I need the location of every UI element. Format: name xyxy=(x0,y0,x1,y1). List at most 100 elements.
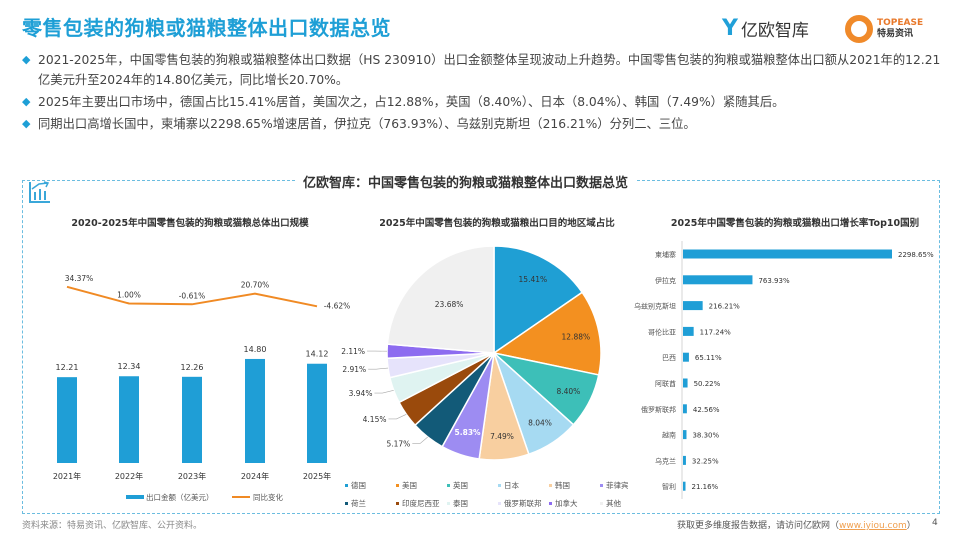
x-tick-label: 2022年 xyxy=(115,471,143,481)
chart1-title: 2020-2025年中国零售包装的狗粮或猫粮总体出口规模 xyxy=(71,217,309,229)
topease-logo: TOPEASE 特易资讯 xyxy=(845,15,923,43)
legend-swatch xyxy=(345,484,348,487)
category-label: 俄罗斯联邦 xyxy=(641,405,676,414)
legend-label: 菲律宾 xyxy=(606,480,629,490)
value-label: 32.25% xyxy=(692,457,719,465)
value-label: 2298.65% xyxy=(898,251,934,259)
legend-swatch xyxy=(447,484,450,487)
value-label: 216.21% xyxy=(709,303,740,311)
hbar-俄罗斯联邦 xyxy=(683,404,687,414)
line-label: -0.61% xyxy=(179,291,206,300)
pie-label: 5.17% xyxy=(386,439,410,448)
legend-label: 印度尼西亚 xyxy=(402,498,440,508)
value-label: 65.11% xyxy=(695,354,722,362)
destination-pie-chart: 15.41% 12.88% 8.40% 8.04% 7.49% 5.83% 5.17% 4.1… xyxy=(341,245,629,508)
value-label: 38.30% xyxy=(692,432,719,440)
legend-label: 韩国 xyxy=(555,480,570,490)
bar-label: 12.26 xyxy=(181,363,204,372)
legend-label: 德国 xyxy=(351,480,366,490)
legend-label: 加拿大 xyxy=(555,498,578,508)
chart2-title: 2025年中国零售包装的狗粮或猫粮出口目的地区域占比 xyxy=(379,217,615,229)
pie-label: 3.94% xyxy=(349,389,373,398)
legend-swatch xyxy=(549,502,552,505)
x-tick-label: 2023年 xyxy=(178,471,206,481)
legend-swatch xyxy=(498,484,501,487)
category-label: 智利 xyxy=(662,482,676,491)
legend-label: 泰国 xyxy=(453,498,468,508)
bar-2022年 xyxy=(119,376,139,463)
line-label: 1.00% xyxy=(117,291,141,300)
pie-label: 2.11% xyxy=(341,347,365,356)
pie-label: 8.40% xyxy=(556,387,580,396)
iyiou-link[interactable]: www.iyiou.com xyxy=(839,521,907,531)
hbar-乌兹别克斯坦 xyxy=(683,301,703,311)
footer-more: 获取更多维度报告数据，请访问亿欧网（www.iyiou.com） xyxy=(677,518,916,531)
yiou-logo-text: 亿欧智库 xyxy=(740,21,809,41)
footer-close: ） xyxy=(906,521,916,531)
legend-label: 荷兰 xyxy=(351,498,366,508)
legend-swatch xyxy=(498,502,501,505)
pie-label: 4.15% xyxy=(363,415,387,424)
pie-slice-其他 xyxy=(386,245,495,354)
pie-label: 2.91% xyxy=(342,365,366,374)
value-label: 763.93% xyxy=(758,277,789,285)
value-label: 117.24% xyxy=(700,328,731,336)
pie-leader-line xyxy=(368,367,389,370)
legend-bar-label: 出口金额（亿美元） xyxy=(146,492,214,502)
hbar-乌克兰 xyxy=(683,455,686,465)
bar-2024年 xyxy=(245,358,265,463)
legend-label: 俄罗斯联邦 xyxy=(504,498,542,508)
topease-ring-icon xyxy=(845,15,873,43)
legend-swatch xyxy=(396,484,399,487)
line-label: 34.37% xyxy=(65,274,94,283)
pie-label: 5.83% xyxy=(455,428,482,437)
topease-en: TOPEASE xyxy=(877,18,924,28)
source-note: 资料来源：特易资讯、亿欧智库、公开资料。 xyxy=(22,521,203,531)
diamond-icon: ◆ xyxy=(22,95,31,108)
panel-title: 亿欧智库：中国零售包装的狗粮或猫粮整体出口数据总览 xyxy=(295,172,637,191)
hbar-柬埔寨 xyxy=(683,249,892,259)
hbar-哥伦比亚 xyxy=(683,326,694,336)
category-label: 越南 xyxy=(662,431,676,440)
category-label: 哥伦比亚 xyxy=(648,327,676,336)
line-label: 20.70% xyxy=(241,281,270,290)
category-label: 阿联酋 xyxy=(655,379,676,388)
pie-slice-美国 xyxy=(492,291,602,376)
bar-2025年 xyxy=(307,363,327,463)
bullet-text: 2025年主要出口市场中，德国占比15.41%居首，美国次之，占12.88%，英… xyxy=(38,95,785,109)
bar-chart-icon xyxy=(29,181,50,203)
legend-label: 美国 xyxy=(402,480,417,490)
summary-bullets: ◆ 2021-2025年，中国零售包装的狗粮或猫粮整体出口数据（HS 230910… xyxy=(22,50,942,136)
line-label: -4.62% xyxy=(324,301,351,310)
bar-label: 14.80 xyxy=(244,345,267,354)
value-label: 50.22% xyxy=(694,380,721,388)
hbar-伊拉克 xyxy=(683,275,753,285)
hbar-阿联酋 xyxy=(683,378,688,388)
legend-label: 英国 xyxy=(453,480,468,490)
page-number: 4 xyxy=(932,518,938,528)
category-label: 伊拉克 xyxy=(655,276,676,285)
topease-cn: 特易资讯 xyxy=(877,29,914,39)
x-tick-label: 2024年 xyxy=(241,471,269,481)
bar-2021年 xyxy=(57,377,77,463)
x-tick-label: 2021年 xyxy=(53,471,81,481)
page-title: 零售包装的狗粮或猫粮整体出口数据总览 xyxy=(22,16,391,40)
category-label: 柬埔寨 xyxy=(655,250,676,259)
legend-swatch xyxy=(345,502,348,505)
chart3-title: 2025年中国零售包装的狗粮或猫粮出口增长率Top10国别 xyxy=(671,217,919,229)
category-label: 乌克兰 xyxy=(655,456,676,465)
growth-top10-chart: 柬埔寨 2298.65% 伊拉克 763.93% 乌兹别克斯坦 216.21% 哥伦比亚 11… xyxy=(634,241,934,499)
category-label: 巴西 xyxy=(662,354,676,362)
yiou-logo-mark-icon: Y xyxy=(722,16,738,41)
export-scale-chart: 12.21 2021年 12.34 2022年 12.26 2023年 14.80 2024年… xyxy=(53,274,350,502)
legend-label: 日本 xyxy=(504,480,519,490)
legend-swatch xyxy=(396,502,399,505)
legend-swatch xyxy=(600,502,603,505)
bullet-text: 2021-2025年，中国零售包装的狗粮或猫粮整体出口数据（HS 230910）… xyxy=(38,53,941,87)
diamond-icon: ◆ xyxy=(22,117,31,130)
bullet-item: ◆ 2025年主要出口市场中，德国占比15.41%居首，美国次之，占12.88%，… xyxy=(22,92,942,112)
footer-more-text: 获取更多维度报告数据，请访问亿欧网（ xyxy=(677,521,840,531)
yoy-line xyxy=(66,285,318,308)
pie-leader-line xyxy=(412,436,428,444)
